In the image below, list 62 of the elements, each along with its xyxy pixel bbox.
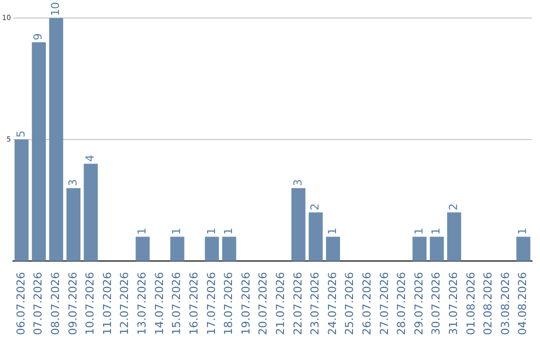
bar [412,236,427,262]
bar [170,236,184,262]
bar [136,236,150,262]
bar [14,140,29,262]
bar [326,236,340,262]
data-label: 1 [204,228,218,235]
data-label: 1 [412,228,426,235]
bar [222,236,236,262]
x-tick-label: 17.07.2026 [204,272,218,336]
data-label: 5 [14,130,28,138]
x-tick-label: 08.07.2026 [49,272,62,336]
x-tick-label: 21.07.2026 [274,272,287,336]
x-tick-label: 19.07.2026 [239,272,252,336]
bar [430,236,444,262]
bar [447,212,462,262]
x-tick-label: 23.07.2026 [308,272,322,336]
data-label: 3 [66,179,80,186]
x-tick-label: 03.08.2026 [498,272,512,336]
x-tick-label: 09.07.2026 [66,272,80,336]
x-tick-label: 31.07.2026 [446,272,460,336]
x-tick-label: 15.07.2026 [170,272,184,336]
data-label: 1 [136,228,149,235]
x-tick-label: 16.07.2026 [187,272,200,336]
bar [516,236,530,262]
data-label: 1 [430,228,443,235]
x-tick-label: 13.07.2026 [136,272,149,336]
x-tick-label: 01.08.2026 [464,272,478,336]
x-tick-label: 04.08.2026 [516,272,530,336]
data-label: 2 [446,203,460,210]
bar [32,42,46,262]
x-tick-label: 02.08.2026 [482,272,495,336]
data-label: 1 [170,228,184,235]
x-tick-label: 30.07.2026 [430,272,443,336]
x-tick-label: 25.07.2026 [343,272,356,336]
x-tick-label: 29.07.2026 [412,272,426,336]
x-tick-label: 11.07.2026 [100,272,114,336]
data-label: 9 [32,33,45,40]
x-tick-label: 24.07.2026 [326,272,339,336]
x-tick-label: 20.07.2026 [256,272,270,336]
x-tick-label: 28.07.2026 [395,272,408,336]
x-tick-label: 12.07.2026 [118,272,132,336]
bar [66,188,80,262]
bar [308,212,323,262]
bar [84,164,98,262]
x-tick-label: 07.07.2026 [32,272,45,336]
x-tick-label: 27.07.2026 [378,272,391,336]
bar [204,236,219,262]
x-tick-label: 14.07.2026 [152,272,166,336]
data-label: 2 [308,203,322,210]
x-tick-label: 10.07.2026 [84,272,97,336]
data-label: 1 [222,228,236,235]
data-label: 1 [326,228,339,235]
data-label: 4 [84,154,97,162]
x-tick-label: 26.07.2026 [360,272,374,336]
data-label: 1 [516,228,530,235]
bar [49,18,64,262]
x-tick-label: 18.07.2026 [222,272,236,336]
bar [291,188,306,262]
data-label: 10 [49,2,62,16]
data-label: 3 [291,179,304,186]
x-tick-label: 22.07.2026 [291,272,304,336]
x-tick-label: 06.07.2026 [14,272,28,336]
